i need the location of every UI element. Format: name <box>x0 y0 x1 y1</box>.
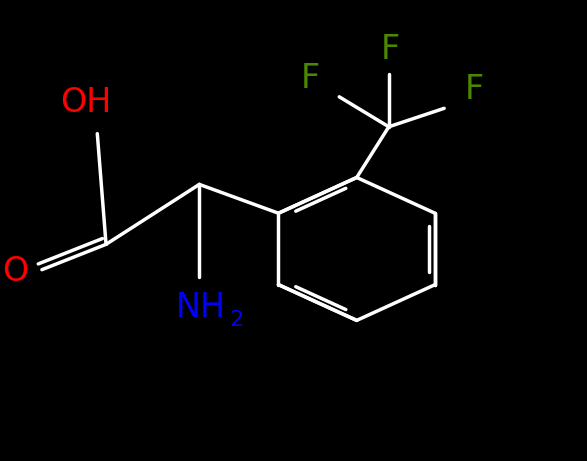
Text: 2: 2 <box>229 310 243 330</box>
Text: F: F <box>301 62 320 95</box>
Text: F: F <box>380 33 400 66</box>
Text: O: O <box>2 255 29 289</box>
Text: OH: OH <box>60 86 112 119</box>
Text: NH: NH <box>176 291 226 325</box>
Text: F: F <box>465 73 484 106</box>
